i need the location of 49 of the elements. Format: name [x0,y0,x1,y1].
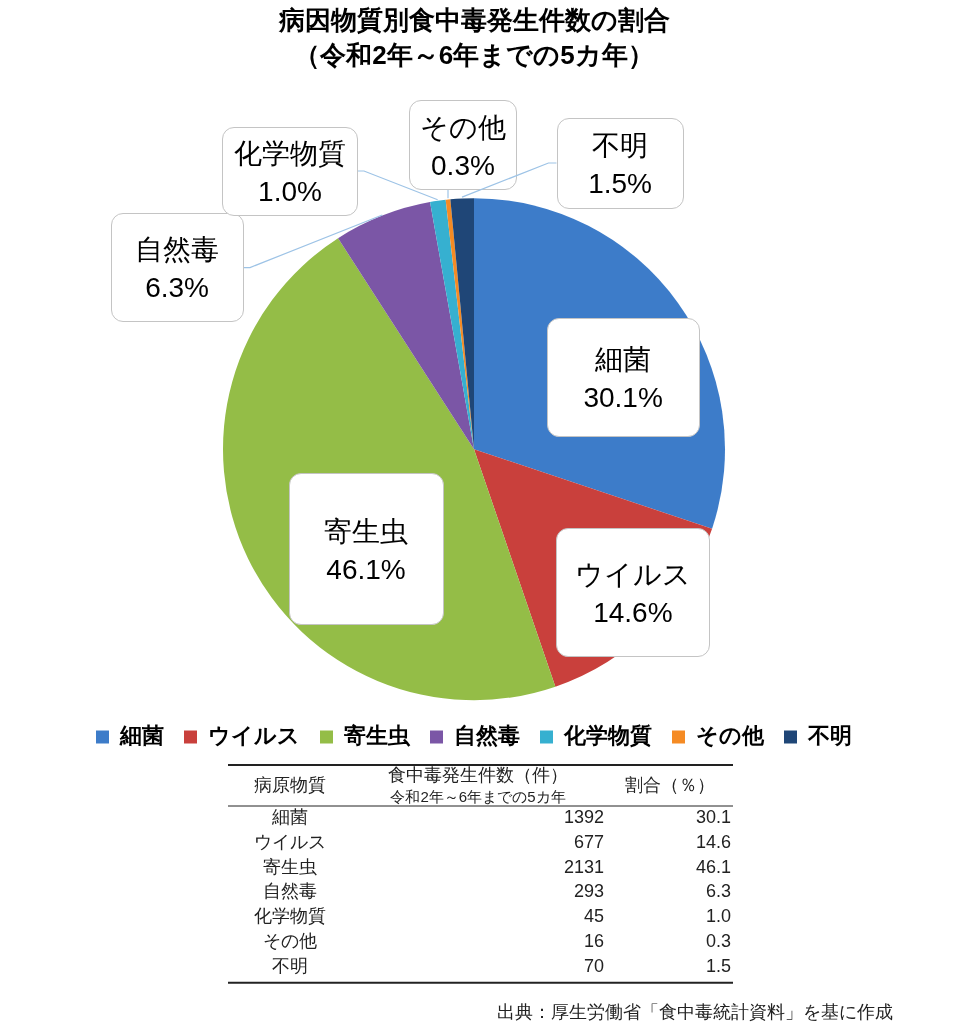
category-label: 細菌 [272,806,308,827]
category-label: 不明 [272,955,308,976]
legend-label: 自然毒 [454,723,520,749]
text: 病原物質 [254,774,326,795]
chart-title: 病因物質別食中毒発生件数の割合 [277,4,670,35]
category-label: その他 [263,930,317,951]
text: 2131 [563,856,604,877]
data-label: 0.3% [431,150,495,183]
text: 令和2年～6年までの5カ年 [390,788,566,806]
category-label: 化学物質 [254,906,326,927]
text: 677 [573,831,604,852]
slice-label: その他 [419,112,506,145]
text: 0.3 [705,930,731,951]
category-label: 自然毒 [263,881,317,902]
slice-label: ウイルス [574,559,691,592]
text: 46.1 [695,856,731,877]
data-label: 1.5% [588,168,652,201]
slice-label: 細菌 [595,344,652,377]
text: 1392 [563,806,604,827]
text: 16 [583,930,604,951]
chart-subtitle: （令和2年～6年までの5カ年） [294,39,654,70]
data-label: 30.1% [583,382,663,415]
category-label: ウイルス [254,831,326,852]
slice-label: 寄生虫 [263,856,317,877]
slice-label: 不明 [592,130,649,163]
text: 6.3 [705,881,731,902]
text: 45 [583,906,604,927]
slice-label: 寄生虫 [324,516,409,549]
data-label: 46.1% [326,554,406,587]
slice-label: 化学物質 [234,138,347,171]
legend-label: ウイルス [208,723,300,749]
legend-label: 寄生虫 [344,723,411,749]
text: 食中毒発生件数（件） [388,764,568,785]
data-label: 6.3% [145,272,209,305]
legend-label: 細菌 [119,723,164,749]
legend-label: 不明 [807,723,852,749]
slice-label: 自然毒 [135,234,220,267]
text: 30.1 [695,806,731,827]
data-label: 1.0% [258,176,322,209]
legend-label: その他 [696,723,765,749]
data-label: 14.6% [593,597,673,630]
text: 1.0 [705,906,731,927]
text: 1.5 [705,955,731,976]
source-note: 出典：厚生労働省「食中毒統計資料」を基に作成 [497,1001,893,1022]
text: 70 [583,955,604,976]
text: 293 [573,881,604,902]
text: 14.6 [695,831,731,852]
legend-label: 化学物質 [563,723,652,749]
text: 割合（％） [625,774,715,795]
